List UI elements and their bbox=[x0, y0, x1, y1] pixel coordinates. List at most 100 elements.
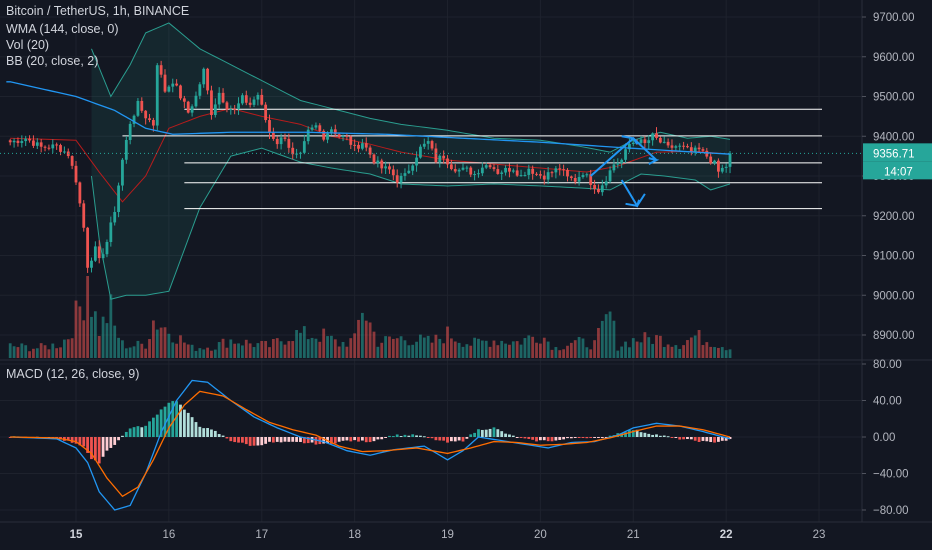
volume-bar bbox=[527, 335, 531, 358]
volume-bar bbox=[376, 346, 380, 358]
annotation-arrows[interactable] bbox=[590, 135, 660, 208]
macd-histogram-bar bbox=[186, 412, 190, 437]
candle-body bbox=[577, 177, 581, 182]
volume-bar bbox=[326, 336, 329, 358]
symbol-title[interactable]: Bitcoin / TetherUS, 1h, BINANCE bbox=[6, 4, 190, 18]
volume-bar bbox=[105, 323, 109, 358]
candle-body bbox=[39, 142, 43, 147]
volume-bar bbox=[171, 342, 175, 358]
volume-bar bbox=[647, 337, 651, 358]
macd-histogram-bar bbox=[589, 437, 593, 438]
macd-tick-label: −40.00 bbox=[873, 469, 909, 481]
volume-bar bbox=[70, 338, 74, 358]
macd-histogram-bar bbox=[93, 437, 97, 461]
macd-histogram-bar bbox=[364, 437, 368, 443]
candle-body bbox=[345, 135, 349, 137]
candle-body bbox=[434, 148, 438, 163]
candle-body bbox=[562, 169, 566, 171]
volume-bar bbox=[121, 340, 124, 358]
price-tick-label: 9200.00 bbox=[873, 211, 915, 223]
volume-bar bbox=[577, 337, 581, 358]
candle-body bbox=[82, 203, 86, 228]
candle-body bbox=[86, 227, 90, 268]
macd-histogram-bar bbox=[194, 422, 198, 437]
volume-bar bbox=[66, 339, 70, 358]
annotation-arrow-up[interactable] bbox=[590, 135, 660, 177]
macd-histogram-bar bbox=[206, 428, 209, 437]
volume-bar bbox=[8, 343, 12, 358]
volume-bar bbox=[217, 342, 221, 358]
candle-body bbox=[492, 167, 496, 170]
volume-bar bbox=[78, 306, 82, 358]
macd-histogram-bar bbox=[101, 437, 105, 457]
macd-histogram-bar bbox=[140, 427, 144, 437]
volume-bar bbox=[345, 346, 349, 358]
wma-legend[interactable]: WMA (144, close, 0) bbox=[6, 22, 119, 36]
candle-body bbox=[527, 168, 531, 175]
candle-body bbox=[55, 144, 59, 146]
macd-histogram-bar bbox=[697, 437, 701, 442]
candle-body bbox=[256, 94, 260, 100]
macd-histogram-bar bbox=[283, 437, 287, 442]
candle-body bbox=[229, 109, 233, 111]
volume-bar bbox=[372, 331, 376, 358]
volume-bar bbox=[539, 343, 542, 358]
volume-bar bbox=[724, 350, 728, 358]
volume-bar bbox=[35, 348, 39, 358]
time-tick-label: 18 bbox=[348, 529, 361, 541]
volume-bar bbox=[608, 311, 612, 358]
macd-histogram-bar bbox=[562, 437, 566, 440]
volume-bar bbox=[186, 344, 190, 358]
candle-body bbox=[484, 165, 488, 168]
price-tick-label: 9100.00 bbox=[873, 251, 915, 263]
candle-body bbox=[585, 174, 589, 176]
candle-body bbox=[295, 153, 298, 155]
time-tick-label: 19 bbox=[441, 529, 454, 541]
volume-bar bbox=[152, 320, 155, 358]
volume-bar bbox=[198, 348, 202, 358]
volume-bar bbox=[47, 349, 51, 358]
candle-body bbox=[198, 84, 202, 96]
bb-legend[interactable]: BB (20, close, 2) bbox=[6, 54, 99, 68]
volume-bar bbox=[155, 329, 159, 358]
macd-histogram-bar bbox=[449, 437, 453, 442]
volume-bar bbox=[573, 340, 577, 358]
volume-bar bbox=[465, 344, 469, 358]
volume-bar bbox=[438, 338, 442, 358]
annotation-arrow-down[interactable] bbox=[620, 179, 646, 208]
candle-body bbox=[167, 86, 171, 92]
volume-bar bbox=[469, 345, 473, 358]
volume-bar bbox=[422, 337, 426, 358]
candle-body bbox=[655, 133, 658, 138]
macd-tick-label: −80.00 bbox=[873, 505, 909, 517]
volume-bar bbox=[268, 347, 271, 358]
macd-tick-label: 0.00 bbox=[873, 432, 895, 444]
volume-bar bbox=[461, 346, 465, 358]
volume-bar bbox=[179, 335, 182, 358]
volume-bar bbox=[310, 337, 314, 358]
candle-body bbox=[159, 65, 163, 75]
time-tick-label: 16 bbox=[162, 529, 175, 541]
candle-body bbox=[241, 95, 244, 104]
volume-legend[interactable]: Vol (20) bbox=[6, 38, 50, 52]
macd-histogram-bar bbox=[97, 437, 101, 464]
macd-histogram-bar bbox=[515, 437, 519, 438]
candle-body bbox=[631, 142, 635, 144]
candle-body bbox=[117, 185, 120, 213]
volume-bar bbox=[670, 346, 674, 358]
volume-bar bbox=[542, 337, 546, 358]
macd-histogram-bar bbox=[419, 435, 422, 437]
volume-bar bbox=[496, 345, 500, 358]
volume-bar bbox=[628, 347, 631, 358]
macd-histogram-bar bbox=[159, 409, 163, 437]
candle-body bbox=[411, 165, 415, 171]
volume-bar bbox=[639, 342, 643, 358]
volume-bar bbox=[388, 336, 391, 358]
volume-bar bbox=[666, 344, 670, 358]
volume-bar bbox=[701, 345, 705, 358]
macd-histogram-bar bbox=[465, 437, 469, 439]
macd-legend[interactable]: MACD (12, 26, close, 9) bbox=[6, 367, 140, 381]
macd-histogram-bar bbox=[136, 426, 140, 437]
